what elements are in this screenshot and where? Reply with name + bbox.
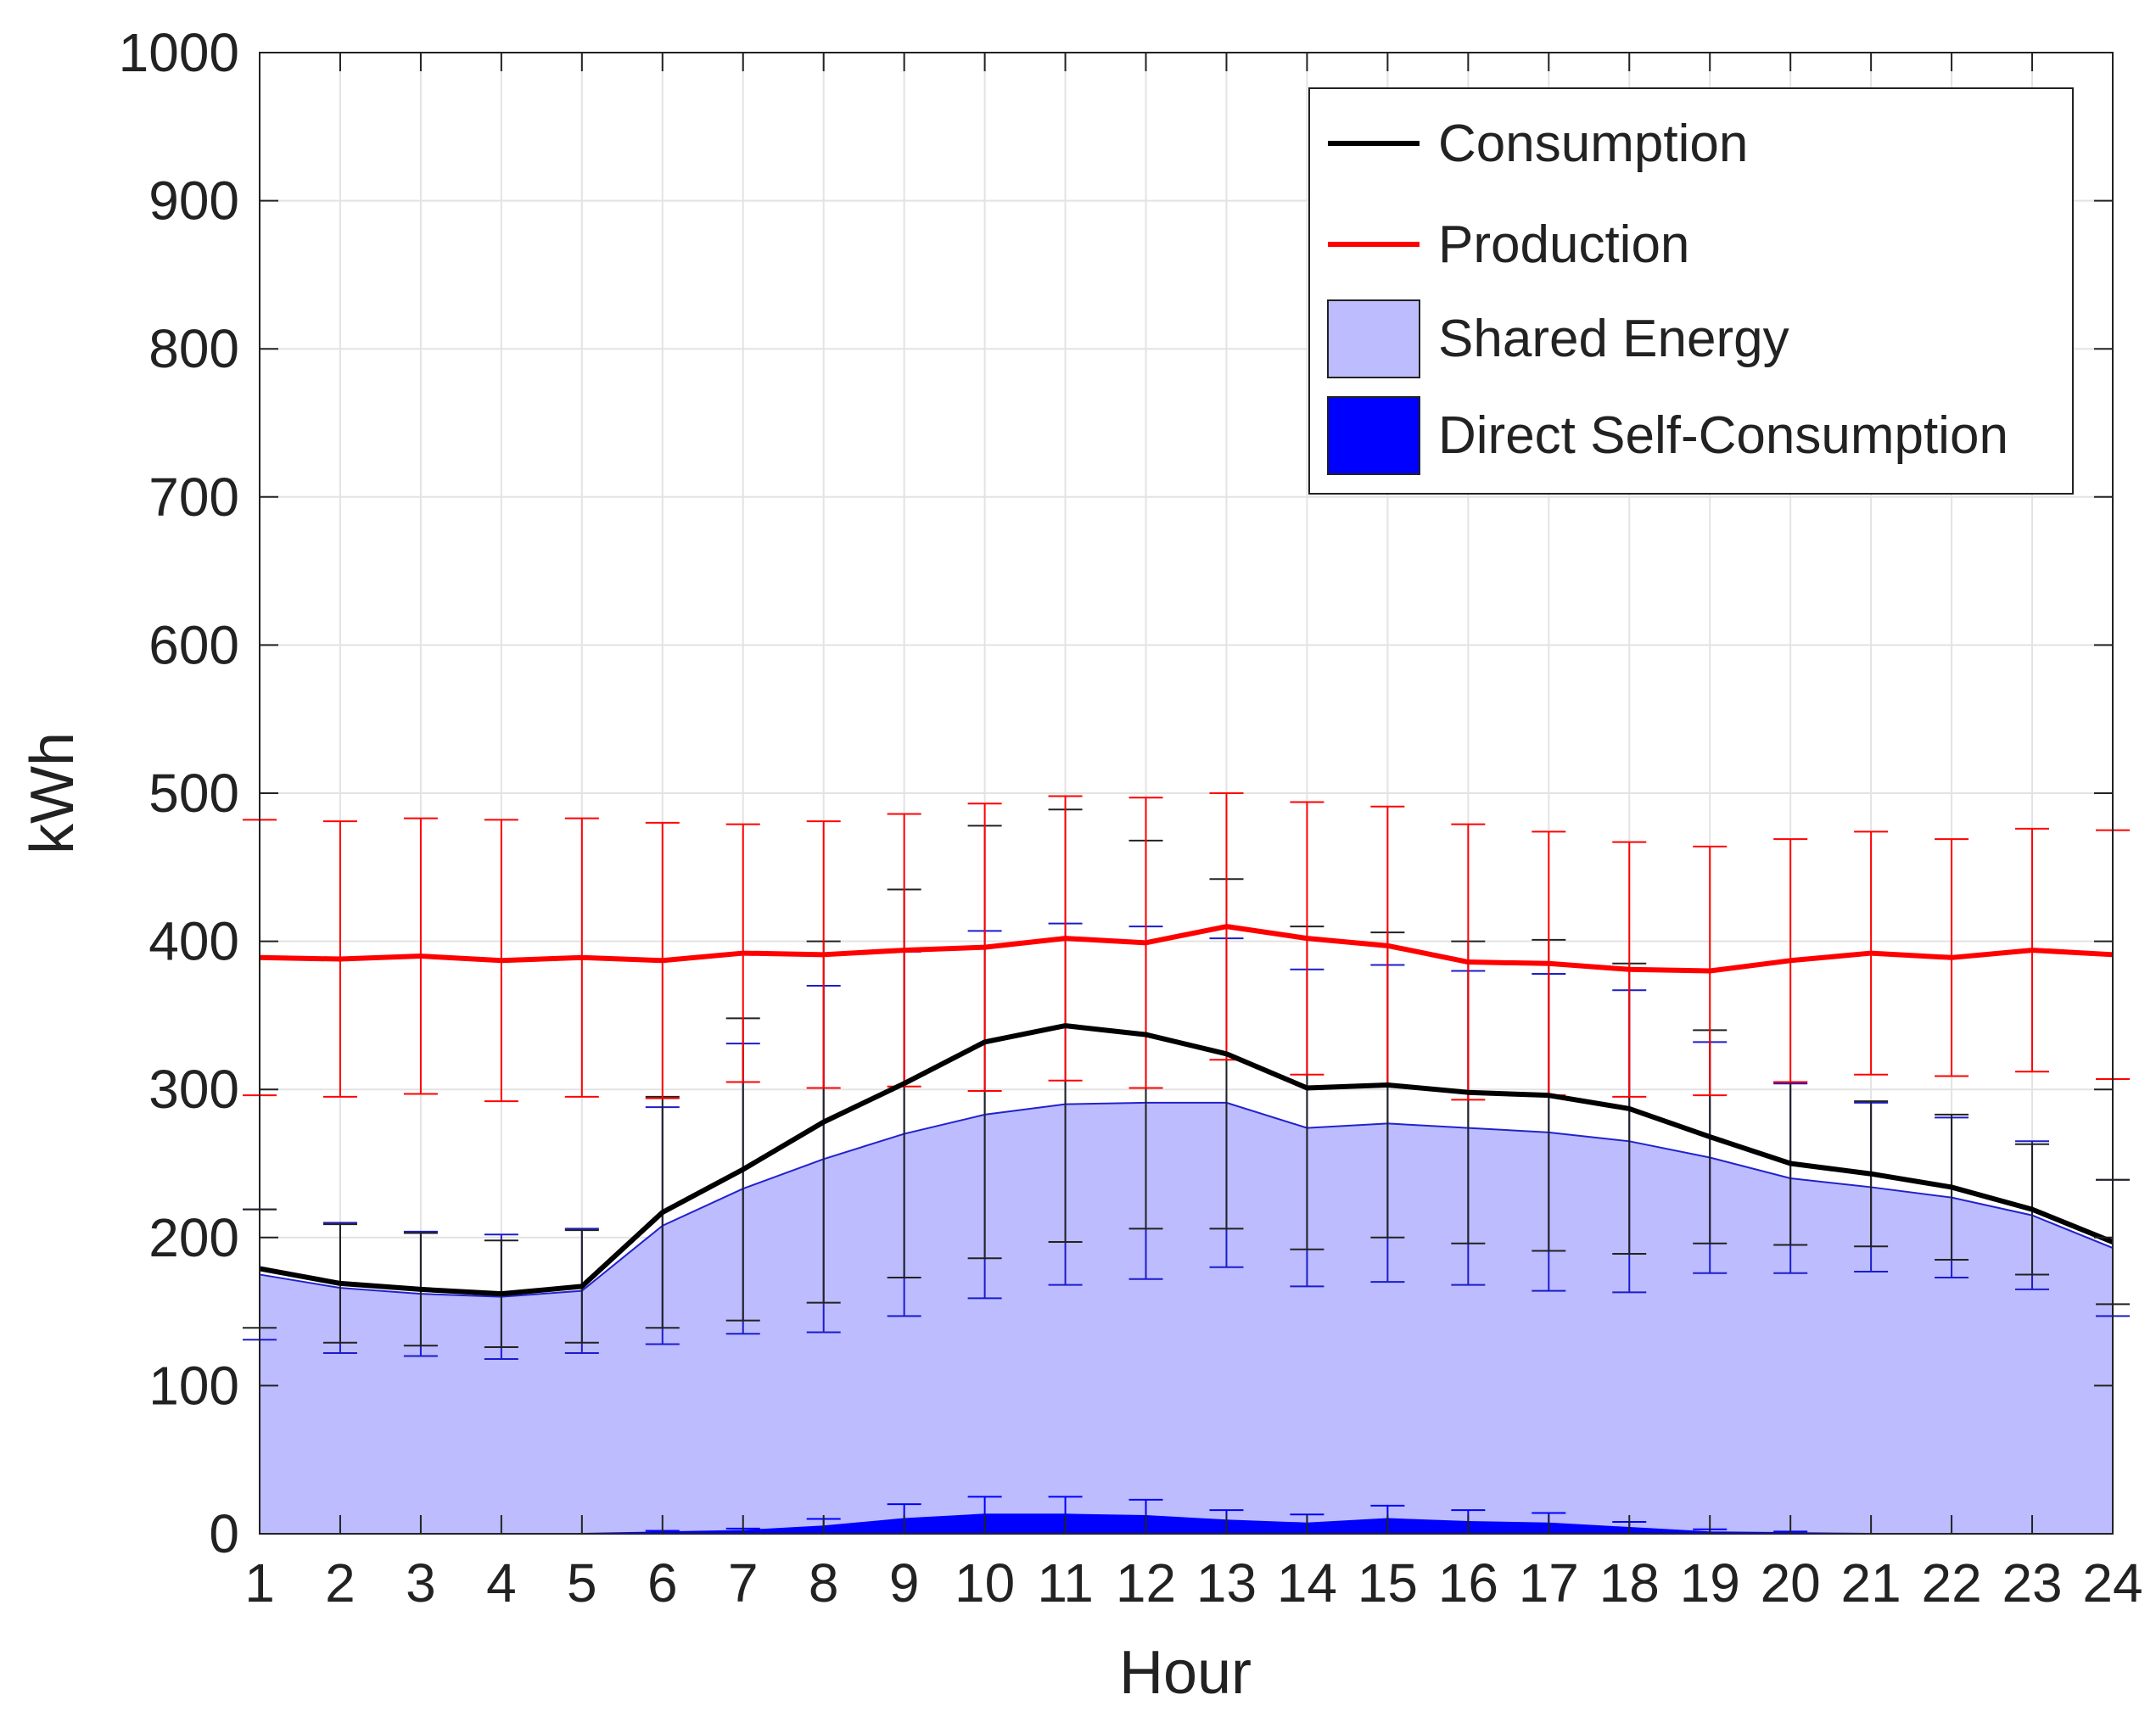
line-layer [259,924,2114,1297]
x-tick-label-11: 11 [1037,1552,1093,1614]
axes-frame [259,52,2114,1535]
x-tick-label-16: 16 [1438,1552,1498,1614]
x-tick-label-2: 2 [325,1552,356,1614]
y-tick-label-400: 400 [148,911,239,972]
x-tick-label-15: 15 [1358,1552,1418,1614]
y-tick-label-800: 800 [148,318,239,379]
x-tick-label-17: 17 [1519,1552,1579,1614]
y-tick-label-500: 500 [148,763,239,824]
x-tick-label-5: 5 [567,1552,597,1614]
x-tick-label-6: 6 [647,1552,678,1614]
legend-label-direct-self-consumption: Direct Self-Consumption [1438,406,2008,465]
shared-energy-edge [259,1101,2114,1298]
legend-box [1308,87,2074,495]
x-tick-label-4: 4 [486,1552,517,1614]
x-tick-label-14: 14 [1277,1552,1337,1614]
x-tick-label-10: 10 [955,1552,1015,1614]
y-tick-label-900: 900 [148,171,239,232]
x-tick-label-22: 22 [1921,1552,1981,1614]
y-tick-label-0: 0 [209,1503,239,1564]
legend: Consumption Production Shared Energy Dir… [1308,87,2074,495]
x-tick-label-20: 20 [1761,1552,1821,1614]
shared-energy-area [260,1102,2113,1534]
x-tick-label-18: 18 [1599,1552,1660,1614]
legend-swatch-shared-energy [1327,299,1420,378]
legend-swatch-direct-self-consumption [1327,396,1420,475]
y-tick-label-1000: 1000 [119,22,239,83]
y-tick-label-100: 100 [148,1355,239,1416]
legend-label-consumption: Consumption [1438,115,1748,173]
x-tick-label-23: 23 [2002,1552,2062,1614]
legend-label-production: Production [1438,215,1689,274]
x-tick-label-19: 19 [1680,1552,1740,1614]
x-tick-label-7: 7 [728,1552,759,1614]
y-tick-label-600: 600 [148,614,239,675]
x-tick-label-3: 3 [406,1552,436,1614]
y-tick-label-200: 200 [148,1207,239,1268]
consumption-line [259,1023,2114,1297]
x-axis-title: Hour [1119,1639,1252,1707]
tick-labels: 1 2 3 4 5 6 7 8 9 10 11 12 13 14 15 16 17 18 19 20 21 22 23 240… [119,22,2143,1614]
x-tick-label-8: 8 [809,1552,839,1614]
x-tick-label-1: 1 [244,1552,275,1614]
legend-label-shared-energy: Shared Energy [1438,310,1789,368]
y-axis-title: kWh [19,732,87,854]
y-tick-label-300: 300 [148,1059,239,1120]
x-tick-label-12: 12 [1116,1552,1176,1614]
x-tick-label-24: 24 [2082,1552,2142,1614]
x-tick-label-13: 13 [1196,1552,1257,1614]
x-tick-label-9: 9 [889,1552,920,1614]
x-tick-label-21: 21 [1841,1552,1901,1614]
y-tick-label-700: 700 [148,467,239,528]
production-line [259,924,2114,974]
